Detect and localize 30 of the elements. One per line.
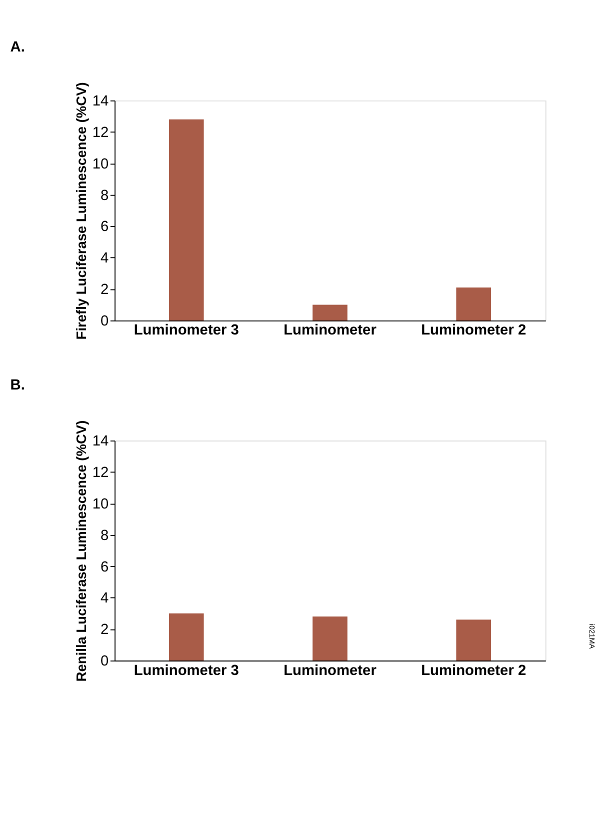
bar [168, 119, 204, 320]
x-tick-label: Luminometer [284, 662, 377, 679]
text: i021MA [587, 624, 596, 649]
y-tick-label: 8 [100, 188, 109, 204]
y-tick-label: 4 [100, 590, 109, 607]
x-tick-label: Luminometer [284, 322, 377, 339]
y-tick-label: 10 [92, 496, 109, 512]
y-tick-label: 14 [92, 94, 109, 110]
x-tick-label: Luminometer 2 [421, 322, 526, 339]
y-tick-label: 0 [100, 314, 109, 330]
y-tick-label: 2 [100, 622, 109, 638]
y-tick-label: 6 [100, 559, 109, 576]
bar [456, 287, 492, 320]
y-axis-title: Firefly Luciferase Luminescence (%CV) [74, 82, 89, 340]
y-tick-label: 10 [92, 156, 109, 172]
y-tick-label: 14 [92, 434, 109, 450]
y-tick-label: 2 [100, 282, 109, 298]
y-tick-label: 12 [92, 124, 109, 141]
y-tick-label: 6 [100, 219, 109, 236]
y-tick-label: 0 [100, 654, 109, 670]
y-tick-label: 4 [100, 250, 109, 267]
x-tick-label: Luminometer 3 [134, 322, 239, 339]
chart-title: B. [10, 378, 25, 394]
y-axis-title: Renilla Luciferase Luminescence (%CV) [74, 420, 89, 682]
bar [312, 304, 348, 320]
x-tick-label: Luminometer 2 [421, 662, 526, 679]
x-tick-label: Luminometer 3 [134, 662, 239, 679]
y-tick-label: 12 [92, 465, 109, 482]
chart-title: A. [10, 39, 25, 56]
y-tick-label: 8 [100, 528, 109, 544]
